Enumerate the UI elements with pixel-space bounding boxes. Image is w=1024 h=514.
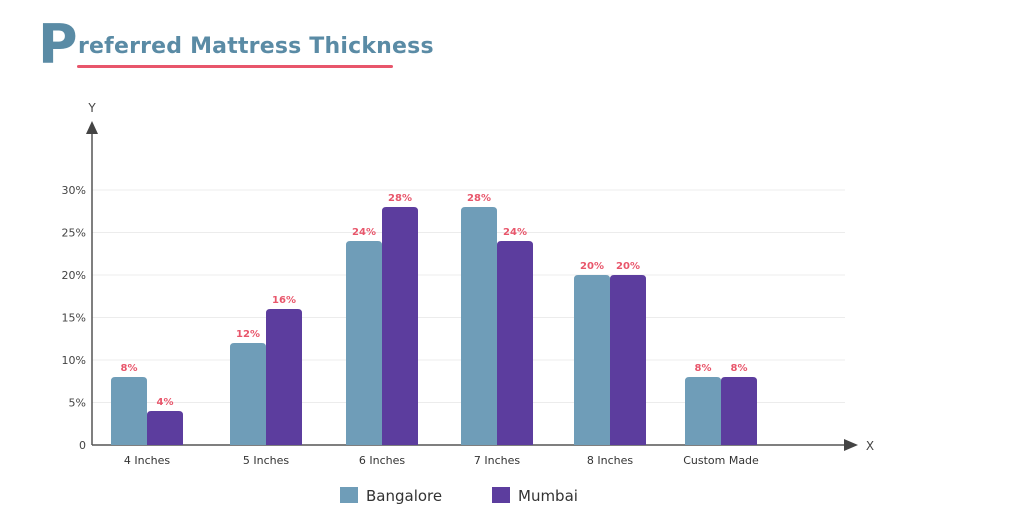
y-axis-label: Y bbox=[87, 101, 96, 115]
bar-bangalore bbox=[111, 377, 147, 445]
y-tick-label: 15% bbox=[62, 312, 86, 325]
bar-bangalore bbox=[230, 343, 266, 445]
legend-swatch-bangalore bbox=[340, 487, 358, 503]
x-axis-label: X bbox=[866, 439, 874, 453]
bar-mumbai bbox=[721, 377, 757, 445]
bar-bangalore bbox=[461, 207, 497, 445]
data-label: 4% bbox=[157, 397, 174, 408]
y-tick-label: 0 bbox=[79, 439, 86, 452]
y-tick-label: 30% bbox=[62, 184, 86, 197]
data-label: 20% bbox=[616, 261, 640, 272]
data-label: 8% bbox=[731, 363, 748, 374]
bar-mumbai bbox=[382, 207, 418, 445]
data-label: 12% bbox=[236, 329, 260, 340]
x-axis-arrow-icon bbox=[844, 439, 858, 451]
title-initial: P bbox=[38, 13, 78, 76]
data-label: 28% bbox=[388, 193, 412, 204]
data-label: 28% bbox=[467, 193, 491, 204]
y-tick-label: 10% bbox=[62, 354, 86, 367]
bar-bangalore bbox=[346, 241, 382, 445]
bar-bangalore bbox=[574, 275, 610, 445]
x-tick-label: 7 Inches bbox=[474, 454, 520, 467]
x-tick-label: Custom Made bbox=[683, 454, 759, 467]
legend-swatch-mumbai bbox=[492, 487, 510, 503]
y-tick-label: 20% bbox=[62, 269, 86, 282]
data-label: 16% bbox=[272, 295, 296, 306]
bar-mumbai bbox=[497, 241, 533, 445]
bar-mumbai bbox=[266, 309, 302, 445]
data-label: 8% bbox=[695, 363, 712, 374]
y-tick-label: 5% bbox=[69, 397, 86, 410]
bar-mumbai bbox=[610, 275, 646, 445]
title-text: referred Mattress Thickness bbox=[78, 34, 434, 59]
y-tick-label: 25% bbox=[62, 227, 86, 240]
x-tick-label: 6 Inches bbox=[359, 454, 405, 467]
data-label: 24% bbox=[503, 227, 527, 238]
x-tick-label: 5 Inches bbox=[243, 454, 289, 467]
y-axis-arrow-icon bbox=[86, 121, 98, 134]
chart-title: P referred Mattress Thickness bbox=[38, 18, 434, 72]
bar-mumbai bbox=[147, 411, 183, 445]
x-tick-label: 8 Inches bbox=[587, 454, 633, 467]
bar-bangalore bbox=[685, 377, 721, 445]
title-underline bbox=[77, 65, 393, 68]
data-label: 8% bbox=[121, 363, 138, 374]
data-label: 20% bbox=[580, 261, 604, 272]
x-tick-label: 4 Inches bbox=[124, 454, 170, 467]
legend-label-bangalore: Bangalore bbox=[366, 487, 442, 505]
data-label: 24% bbox=[352, 227, 376, 238]
legend-label-mumbai: Mumbai bbox=[518, 487, 578, 505]
